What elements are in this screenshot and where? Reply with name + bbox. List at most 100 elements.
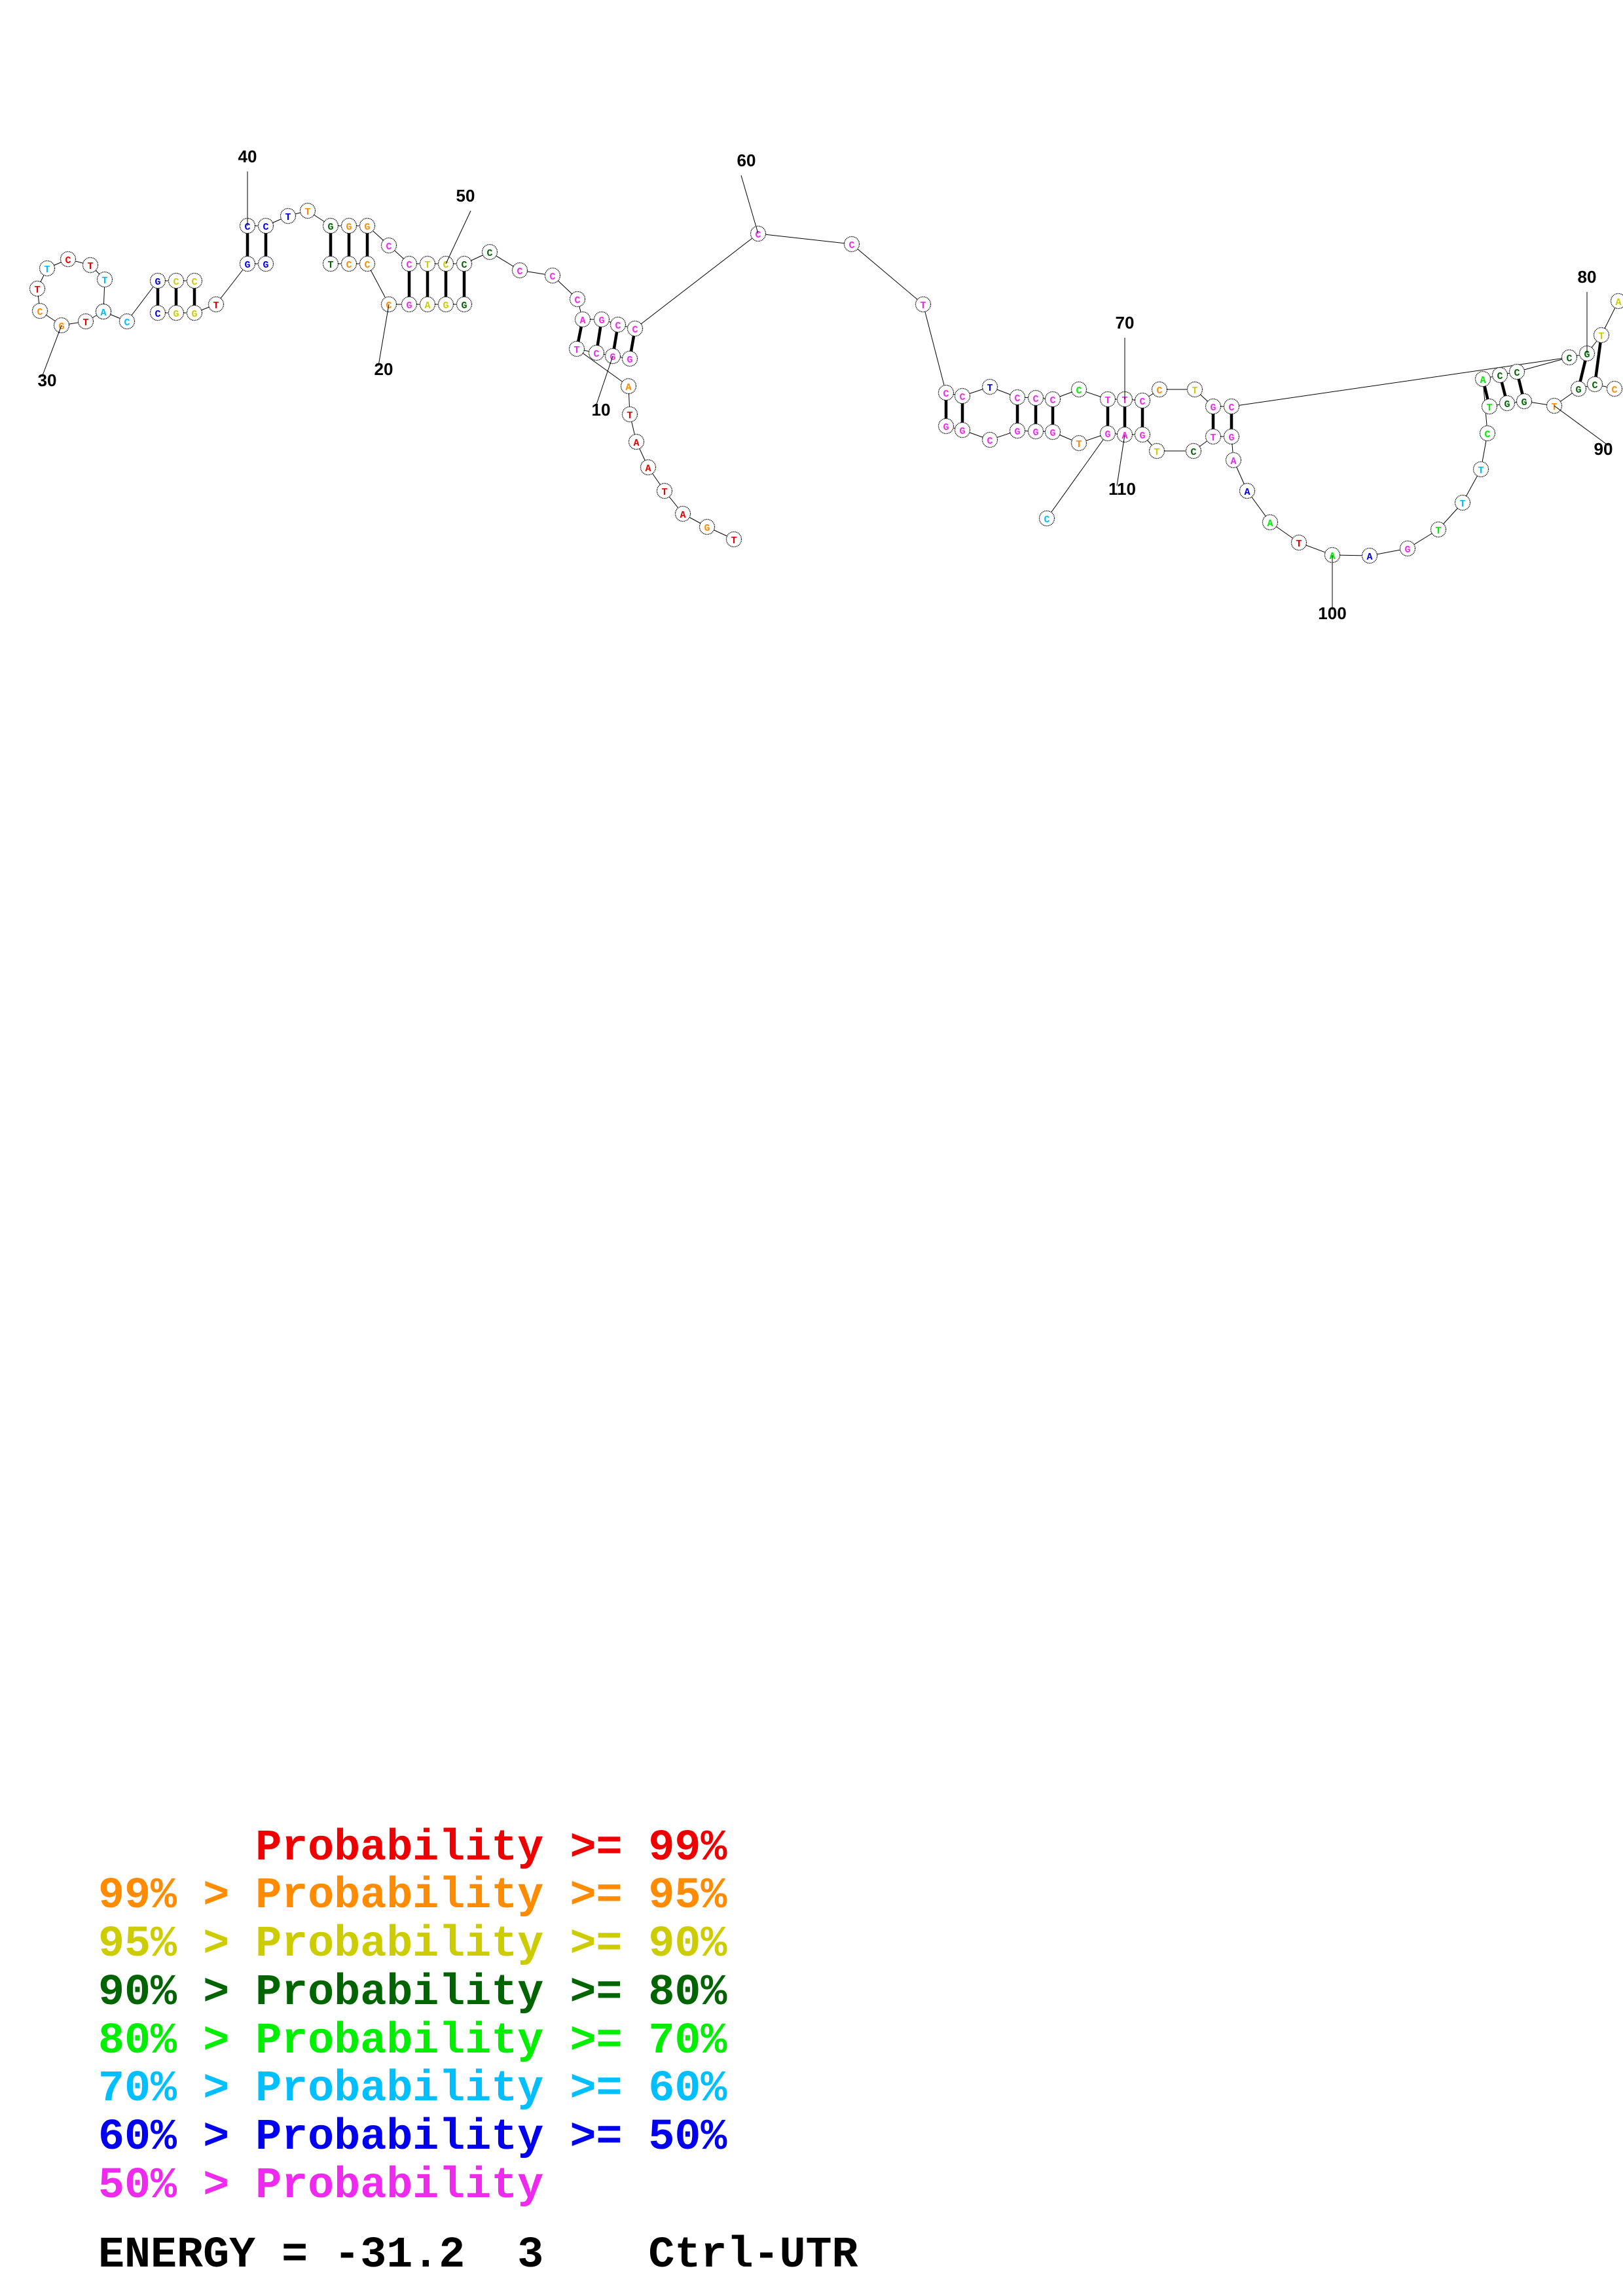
svg-text:T: T: [920, 300, 926, 312]
svg-text:T: T: [987, 383, 993, 394]
svg-text:G: G: [173, 309, 179, 320]
svg-text:T: T: [1478, 465, 1484, 476]
svg-text:G: G: [244, 260, 250, 271]
svg-text:T: T: [101, 276, 107, 287]
svg-text:G: G: [1521, 397, 1527, 408]
svg-text:T: T: [1296, 539, 1302, 550]
svg-text:C: C: [65, 255, 71, 266]
svg-text:T: T: [1435, 526, 1441, 537]
svg-text:C: C: [173, 277, 179, 288]
svg-text:G: G: [1104, 429, 1110, 440]
svg-text:90: 90: [1594, 439, 1613, 459]
svg-text:30: 30: [38, 370, 57, 390]
svg-text:G: G: [1014, 427, 1020, 438]
svg-text:T: T: [1154, 447, 1159, 458]
svg-text:C: C: [124, 317, 130, 329]
svg-text:T: T: [34, 285, 40, 296]
svg-text:T: T: [87, 261, 93, 272]
svg-text:A: A: [579, 315, 585, 327]
svg-text:A: A: [680, 510, 685, 521]
svg-text:T: T: [1076, 439, 1082, 450]
svg-text:A: A: [645, 463, 651, 475]
svg-text:C: C: [461, 260, 467, 271]
svg-text:T: T: [1210, 433, 1216, 444]
svg-text:A: A: [625, 382, 631, 393]
svg-text:10: 10: [592, 400, 611, 420]
svg-text:20: 20: [374, 359, 393, 379]
svg-text:C: C: [386, 242, 392, 253]
svg-text:80: 80: [1578, 267, 1597, 287]
svg-text:A: A: [100, 308, 106, 319]
svg-text:A: A: [633, 438, 639, 449]
svg-text:A: A: [1480, 375, 1486, 386]
svg-text:G: G: [1504, 399, 1510, 410]
svg-text:T: T: [44, 264, 50, 276]
svg-text:C: C: [943, 389, 949, 400]
svg-text:G: G: [346, 222, 352, 233]
svg-text:A: A: [1230, 456, 1236, 467]
svg-text:C: C: [1049, 395, 1055, 406]
svg-text:C: C: [1484, 429, 1490, 440]
svg-text:C: C: [1014, 393, 1020, 404]
svg-text:G: G: [1139, 431, 1145, 442]
svg-text:G: G: [327, 222, 333, 233]
svg-text:C: C: [346, 260, 352, 271]
svg-text:G: G: [959, 426, 965, 437]
svg-text:C: C: [517, 266, 522, 278]
svg-text:C: C: [364, 260, 370, 271]
svg-text:C: C: [632, 325, 638, 336]
svg-text:G: G: [1049, 428, 1055, 439]
svg-text:C: C: [263, 222, 268, 233]
svg-text:G: G: [263, 260, 268, 271]
svg-text:T: T: [285, 212, 291, 223]
svg-text:A: A: [1244, 487, 1250, 498]
svg-text:G: G: [443, 300, 448, 312]
svg-text:C: C: [593, 349, 599, 360]
svg-text:C: C: [486, 248, 492, 259]
svg-text:C: C: [1076, 386, 1082, 397]
svg-text:100: 100: [1318, 603, 1346, 623]
svg-text:C: C: [1497, 371, 1503, 382]
svg-text:T: T: [627, 410, 632, 422]
svg-text:G: G: [598, 315, 604, 327]
svg-text:G: G: [1575, 385, 1581, 396]
svg-text:G: G: [1210, 403, 1216, 414]
svg-text:C: C: [443, 260, 448, 271]
svg-text:C: C: [1156, 386, 1162, 397]
svg-text:C: C: [1592, 380, 1597, 391]
svg-text:C: C: [1139, 397, 1145, 408]
svg-text:A: A: [1366, 552, 1372, 563]
svg-text:G: G: [364, 222, 370, 233]
svg-text:C: C: [1190, 447, 1196, 458]
svg-text:60: 60: [737, 151, 756, 170]
svg-text:70: 70: [1116, 313, 1135, 332]
svg-text:C: C: [406, 260, 412, 271]
svg-text:C: C: [191, 277, 197, 288]
svg-text:G: G: [627, 355, 632, 366]
svg-text:G: G: [943, 422, 949, 433]
svg-text:T: T: [661, 487, 667, 498]
svg-text:T: T: [213, 300, 219, 312]
svg-text:A: A: [1267, 518, 1273, 529]
svg-text:T: T: [1598, 331, 1604, 342]
svg-text:C: C: [549, 272, 555, 283]
svg-text:C: C: [1611, 385, 1617, 396]
svg-text:A: A: [1615, 297, 1621, 308]
svg-text:C: C: [848, 240, 854, 251]
svg-text:C: C: [1514, 368, 1520, 379]
svg-text:C: C: [755, 230, 761, 241]
svg-text:G: G: [461, 300, 467, 312]
svg-text:G: G: [155, 277, 160, 288]
svg-text:C: C: [1044, 514, 1049, 526]
svg-text:T: T: [1459, 499, 1465, 510]
svg-text:A: A: [424, 300, 430, 312]
svg-text:G: G: [1032, 427, 1038, 439]
svg-text:G: G: [406, 300, 412, 312]
svg-text:50: 50: [456, 186, 475, 206]
svg-text:G: G: [1404, 545, 1410, 556]
svg-text:T: T: [574, 345, 579, 356]
svg-text:T: T: [327, 260, 333, 271]
svg-text:40: 40: [238, 147, 257, 166]
svg-text:T: T: [1192, 386, 1197, 397]
svg-text:T: T: [82, 317, 88, 329]
